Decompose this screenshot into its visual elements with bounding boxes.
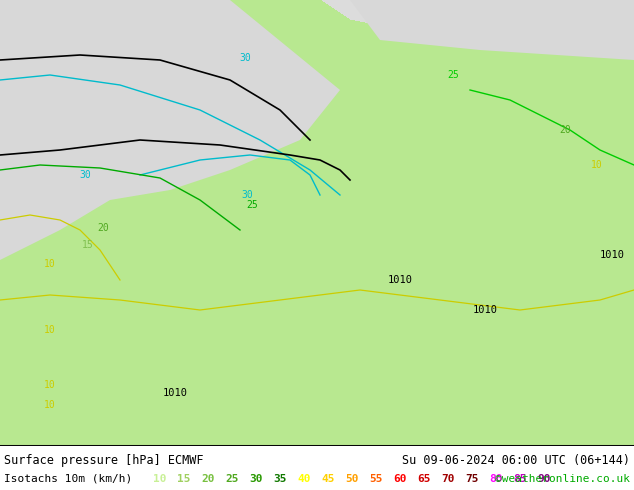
Text: 55: 55 [369,474,382,484]
Text: 10: 10 [44,325,56,335]
Text: 30: 30 [239,53,251,63]
Text: 80: 80 [489,474,503,484]
Text: Su 09-06-2024 06:00 UTC (06+144): Su 09-06-2024 06:00 UTC (06+144) [402,454,630,467]
Text: 70: 70 [441,474,455,484]
Polygon shape [0,0,340,260]
Text: 15: 15 [177,474,190,484]
Text: Surface pressure [hPa] ECMWF: Surface pressure [hPa] ECMWF [4,454,204,467]
Text: 45: 45 [321,474,335,484]
Text: 1010: 1010 [472,305,498,315]
Text: 30: 30 [79,170,91,180]
Text: 10: 10 [44,400,56,410]
Text: 65: 65 [417,474,430,484]
Text: 40: 40 [297,474,311,484]
Text: 25: 25 [246,200,258,210]
Text: 20: 20 [201,474,214,484]
Text: 30: 30 [249,474,262,484]
Text: 15: 15 [82,240,94,250]
Text: 25: 25 [447,70,459,80]
Text: 35: 35 [273,474,287,484]
Text: 75: 75 [465,474,479,484]
Text: 10: 10 [44,259,56,269]
Text: 1010: 1010 [162,388,188,398]
Text: 10: 10 [591,160,603,170]
Text: 50: 50 [345,474,358,484]
Text: 1010: 1010 [387,275,413,285]
Text: 20: 20 [97,223,109,233]
Text: 85: 85 [513,474,526,484]
Text: 60: 60 [393,474,406,484]
Text: 10: 10 [153,474,167,484]
Polygon shape [350,0,634,60]
Text: 25: 25 [225,474,238,484]
Text: 90: 90 [537,474,550,484]
Text: 20: 20 [559,125,571,135]
Text: 1010: 1010 [600,250,624,260]
Text: Isotachs 10m (km/h): Isotachs 10m (km/h) [4,474,133,484]
Text: 30: 30 [241,190,253,200]
Text: 10: 10 [44,380,56,390]
Text: ©weatheronline.co.uk: ©weatheronline.co.uk [495,474,630,484]
